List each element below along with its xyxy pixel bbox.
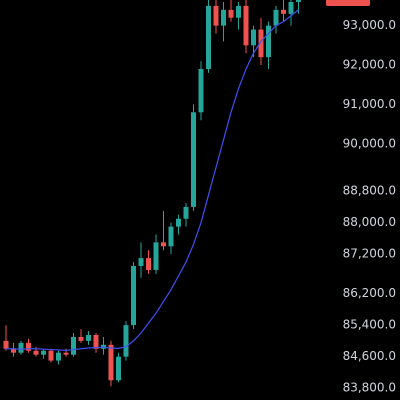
candle-body [288, 1, 294, 14]
candle-body [56, 352, 61, 361]
candle-body [18, 342, 24, 353]
candle-body [281, 9, 286, 14]
y-tick-label: 83,800.0 [343, 381, 396, 395]
y-tick-label: 88,800.0 [343, 184, 396, 198]
y-tick-label: 87,200.0 [343, 247, 396, 261]
candle-body [258, 29, 264, 58]
y-tick-label: 86,200.0 [343, 286, 396, 300]
candle-body [41, 350, 46, 355]
candle-body [33, 350, 39, 355]
candle-body [236, 5, 241, 18]
candle-body [48, 350, 54, 361]
y-tick-label: 93,000.0 [343, 18, 396, 32]
candle-body [251, 29, 256, 46]
candle-body [93, 334, 99, 349]
price-tag [326, 0, 370, 6]
candle-body [213, 5, 219, 26]
candle-body [138, 258, 144, 267]
candle-body [108, 344, 114, 381]
moving-average [6, 9, 299, 351]
candle-body [176, 218, 181, 227]
candle-body [116, 356, 121, 381]
y-tick-label: 91,000.0 [343, 97, 396, 111]
candle-body [296, 0, 301, 2]
candle-body [146, 258, 151, 270]
candle-body [123, 325, 129, 357]
candle-body [266, 25, 271, 58]
candle-body [153, 242, 159, 270]
candle-body [273, 9, 279, 26]
candle-body [78, 336, 84, 341]
y-tick-label: 90,000.0 [343, 136, 396, 150]
y-tick-label: 92,000.0 [343, 58, 396, 72]
candle-body [63, 352, 69, 355]
candle-body [206, 5, 211, 69]
candle-body [86, 334, 91, 341]
candle-body [228, 9, 234, 18]
candle-body [26, 342, 31, 351]
candle-body [71, 336, 76, 355]
candle-body [161, 242, 166, 247]
candle-body [11, 348, 16, 353]
candle-body [183, 206, 189, 219]
candle-body [221, 9, 226, 26]
candle-body [131, 266, 136, 326]
candle-body [3, 340, 9, 349]
candle-body [191, 112, 196, 207]
candle-body [243, 5, 249, 46]
candle-body [168, 226, 174, 247]
candle-body [198, 68, 204, 113]
y-tick-label: 84,600.0 [343, 349, 396, 363]
y-tick-label: 85,400.0 [343, 318, 396, 332]
y-tick-label: 88,000.0 [343, 215, 396, 229]
